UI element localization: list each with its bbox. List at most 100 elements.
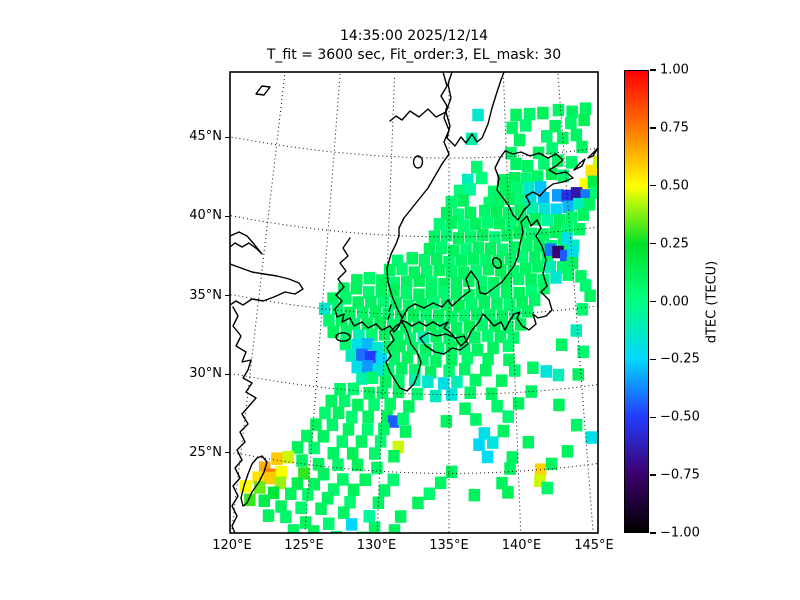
tec-square bbox=[503, 298, 516, 311]
tec-square bbox=[570, 187, 583, 200]
tec-square bbox=[506, 121, 518, 135]
tec-square bbox=[323, 314, 335, 327]
tec-square bbox=[361, 317, 373, 330]
tec-square bbox=[417, 353, 429, 366]
tec-square bbox=[552, 189, 564, 202]
tec-square bbox=[529, 213, 541, 226]
tec-square bbox=[514, 204, 527, 218]
tec-square bbox=[504, 252, 517, 266]
tec-square bbox=[344, 495, 356, 509]
tec-square bbox=[312, 458, 325, 471]
tec-square bbox=[561, 222, 574, 236]
tec-square bbox=[338, 282, 350, 295]
meridian-130e bbox=[376, 77, 395, 533]
tec-square bbox=[298, 467, 310, 480]
tec-square bbox=[359, 473, 371, 486]
tec-square bbox=[562, 200, 574, 214]
tec-square bbox=[434, 476, 447, 490]
tec-square bbox=[438, 377, 450, 390]
tec-square bbox=[587, 175, 598, 189]
tec-square bbox=[409, 364, 421, 377]
tec-square bbox=[510, 157, 522, 171]
tec-square bbox=[372, 364, 384, 377]
tec-square bbox=[538, 157, 550, 170]
tec-square bbox=[457, 219, 470, 232]
tec-square bbox=[546, 142, 558, 155]
tec-square bbox=[430, 355, 442, 368]
tec-square bbox=[488, 277, 500, 290]
tec-square bbox=[487, 341, 499, 355]
tec-square bbox=[465, 298, 478, 311]
tec-square bbox=[337, 473, 349, 486]
tec-square bbox=[402, 299, 415, 312]
tec-square bbox=[562, 268, 575, 281]
tec-square bbox=[501, 229, 513, 242]
tec-square bbox=[457, 194, 469, 207]
tec-square bbox=[482, 352, 494, 366]
tec-square bbox=[408, 266, 421, 279]
tec-square bbox=[382, 307, 394, 321]
tec-square bbox=[496, 374, 508, 387]
tec-square bbox=[332, 406, 345, 419]
tec-square bbox=[383, 263, 396, 277]
tec-square bbox=[351, 274, 363, 287]
tec-square bbox=[469, 217, 482, 231]
coastline-hokkaido bbox=[494, 150, 574, 221]
colorbar-tick-label: −0.25 bbox=[660, 351, 700, 367]
tec-square bbox=[323, 517, 335, 530]
tec-square bbox=[332, 458, 344, 471]
tec-square bbox=[295, 501, 307, 514]
coastline-china-east bbox=[231, 306, 257, 533]
tec-square bbox=[509, 241, 521, 254]
tec-square bbox=[483, 196, 495, 210]
tec-square bbox=[502, 320, 514, 333]
tec-square bbox=[461, 173, 474, 187]
tec-square bbox=[445, 216, 458, 229]
tec-square bbox=[363, 271, 376, 285]
tec-square bbox=[443, 255, 455, 269]
tec-square bbox=[575, 270, 587, 283]
tec-square bbox=[464, 206, 477, 220]
tec-square bbox=[271, 452, 283, 465]
tec-square bbox=[440, 415, 453, 428]
tec-square bbox=[391, 330, 404, 343]
tec-square bbox=[340, 292, 352, 305]
tec-square bbox=[528, 293, 541, 307]
tec-square bbox=[475, 275, 488, 289]
tec-square bbox=[491, 297, 503, 310]
tec-square bbox=[308, 525, 320, 533]
map-frame bbox=[229, 71, 599, 534]
tec-square bbox=[551, 154, 564, 167]
tec-square bbox=[573, 223, 586, 236]
lon-label-145e: 145°E bbox=[574, 538, 614, 553]
tec-square bbox=[390, 297, 402, 310]
tec-square bbox=[404, 332, 417, 345]
tec-square bbox=[472, 108, 484, 122]
tec-square bbox=[468, 488, 481, 502]
tec-square bbox=[330, 530, 343, 533]
tec-square bbox=[534, 181, 547, 194]
tec-square bbox=[583, 198, 596, 211]
tec-square bbox=[413, 274, 425, 287]
tec-square bbox=[399, 425, 412, 438]
tec-square bbox=[377, 294, 390, 308]
tec-square bbox=[490, 205, 503, 219]
tec-square bbox=[400, 286, 413, 300]
tec-square bbox=[263, 471, 276, 485]
tec-square bbox=[350, 282, 363, 295]
tec-square bbox=[496, 309, 509, 323]
tec-square bbox=[282, 450, 295, 464]
tec-square bbox=[485, 387, 498, 400]
tec-square bbox=[500, 274, 512, 288]
tec-square bbox=[420, 307, 432, 321]
lon-label-125e: 125°E bbox=[284, 538, 324, 553]
tec-square bbox=[301, 429, 313, 443]
tec-square bbox=[387, 415, 400, 428]
coastline-tsushima bbox=[387, 304, 392, 320]
tec-square bbox=[345, 349, 358, 362]
tec-square bbox=[510, 108, 522, 122]
tec-square bbox=[527, 361, 539, 374]
tec-square bbox=[497, 424, 510, 438]
tec-square bbox=[403, 400, 415, 413]
tec-square bbox=[356, 372, 368, 385]
